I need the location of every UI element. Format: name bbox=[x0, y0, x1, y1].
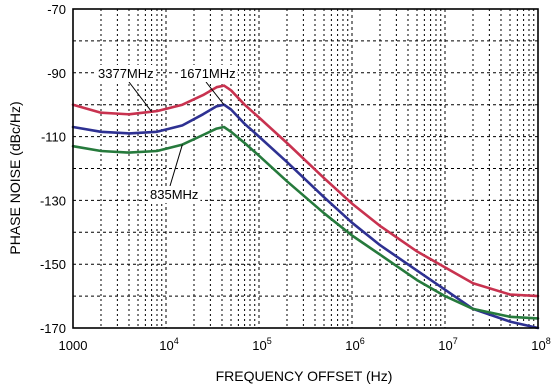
series-line-835mhz bbox=[71, 125, 540, 320]
tick-layer: 1000 104 105 106 107 108 -70 -90 -110 -130 -150 -17… bbox=[40, 2, 551, 353]
x-axis-title: FREQUENCY OFFSET (Hz) bbox=[216, 368, 393, 384]
series-line-1671mhz bbox=[71, 103, 540, 330]
y-tick-label: -150 bbox=[40, 257, 66, 272]
x-tick-label: 104 bbox=[159, 336, 178, 353]
annotation-pointer-3377mhz bbox=[128, 81, 152, 112]
annotation-label-3377mhz: 3377MHz bbox=[98, 66, 154, 81]
x-tick-label: 105 bbox=[252, 336, 271, 353]
series-layer bbox=[71, 84, 540, 330]
series-line-3377mhz bbox=[71, 84, 540, 298]
plot-frame bbox=[72, 8, 539, 329]
grid-layer bbox=[73, 9, 538, 328]
y-tick-label: -90 bbox=[47, 66, 66, 81]
x-tick-label: 1000 bbox=[59, 338, 88, 353]
y-tick-label: -70 bbox=[47, 2, 66, 17]
x-tick-label: 107 bbox=[438, 336, 457, 353]
y-tick-label: -170 bbox=[40, 321, 66, 336]
annotation-pointer-1671mhz bbox=[205, 81, 225, 106]
annotation-bg bbox=[148, 186, 201, 203]
annotation-label-835mhz: 835MHz bbox=[150, 187, 198, 202]
y-axis-title: PHASE NOISE (dBc/Hz) bbox=[7, 101, 23, 254]
y-tick-label: -130 bbox=[40, 193, 66, 208]
annotation-bg bbox=[178, 65, 238, 82]
annotation-label-1671mhz: 1671MHz bbox=[180, 66, 236, 81]
annotation-bg bbox=[96, 65, 156, 82]
annotation-layer: 3377MHz 1671MHz 835MHz bbox=[96, 65, 238, 203]
x-tick-label: 108 bbox=[531, 336, 550, 353]
x-tick-label: 106 bbox=[345, 336, 364, 353]
annotation-pointer-835mhz bbox=[169, 144, 183, 187]
y-tick-label: -110 bbox=[41, 130, 66, 145]
